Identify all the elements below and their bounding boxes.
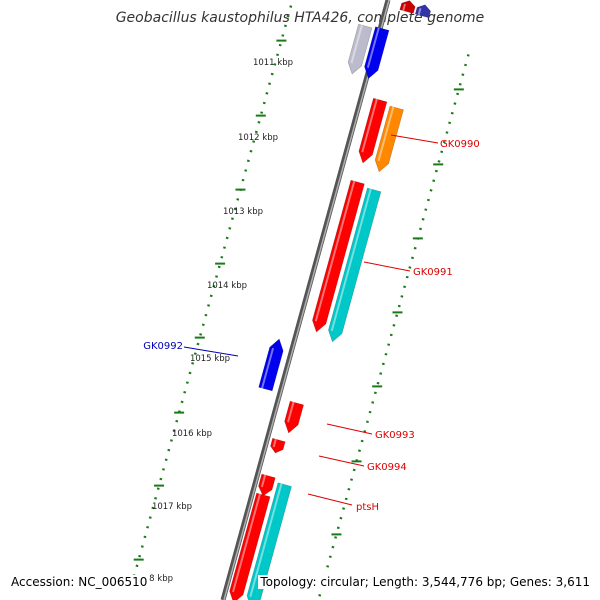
gene-label-leader [307, 493, 353, 506]
gene-arrow-grey [347, 23, 373, 75]
gene-highlight [361, 98, 378, 153]
gene-label: ptsH [356, 502, 379, 513]
kbp-label: 1015 kbp [190, 354, 230, 364]
gene-arrow-ptsh [258, 473, 276, 497]
gene-highlight [377, 106, 395, 162]
gene-label: GK0992 [143, 341, 183, 352]
kbp-label: 1013 kbp [223, 207, 263, 217]
gene-highlight [232, 493, 261, 593]
gene-arrow-gk0994 [270, 437, 286, 454]
gene-arrow-gk0990-orange [374, 105, 404, 173]
gene-highlight [287, 401, 295, 423]
gene-highlight [402, 3, 407, 11]
gene-arrow-top-red [399, 0, 416, 14]
gene-label-leader [363, 261, 411, 272]
accession-text: Accession: NC_006510 [9, 575, 150, 589]
gene-label-leader [390, 134, 439, 144]
kbp-label: 1014 kbp [207, 281, 247, 291]
gene-arrow-gk0992 [258, 338, 284, 392]
gene-arrow-gk0991-red [312, 179, 365, 333]
topology-text: Topology: circular; Length: 3,544,776 bp… [258, 575, 592, 589]
gene-label: GK0991 [413, 267, 453, 278]
gene-arrow-gk0993 [284, 400, 304, 434]
gene-arrow-red-bottom [229, 492, 271, 600]
kbp-label: 8 kbp [149, 574, 173, 584]
kbp-label: 1017 kbp [152, 502, 192, 512]
gene-highlight [261, 347, 275, 389]
backbone-highlight [223, 0, 390, 600]
backbone-line [220, 0, 391, 600]
gene-label-leader [326, 423, 373, 435]
gene-arrow-blue-top [364, 26, 390, 80]
gene-highlight [417, 8, 422, 16]
gene-highlight [366, 27, 380, 68]
gene-highlight [260, 474, 267, 488]
gene-highlight [350, 24, 363, 64]
gene-highlight [314, 180, 356, 322]
genome-title: Geobacillus kaustophilus HTA426, complet… [115, 10, 485, 26]
gene-arrow-gk0991-cyan [328, 187, 382, 343]
gene-label: GK0990 [440, 139, 480, 150]
gene-highlight [249, 483, 283, 598]
gene-label: GK0993 [375, 430, 415, 441]
gene-label-leader [183, 346, 239, 357]
gene-highlight [330, 188, 372, 332]
gene-arrow-cyan-bottom [246, 482, 292, 600]
gene-arrow-top-navy [414, 4, 431, 19]
gene-highlight [272, 438, 277, 448]
gene-arrow-gk0990-red [358, 97, 388, 164]
gene-label: GK0994 [367, 462, 407, 473]
kbp-label: 1011 kbp [253, 58, 293, 68]
kbp-label: 1016 kbp [172, 429, 212, 439]
kbp-label: 1012 kbp [238, 133, 278, 143]
gene-label-leader [318, 455, 365, 467]
